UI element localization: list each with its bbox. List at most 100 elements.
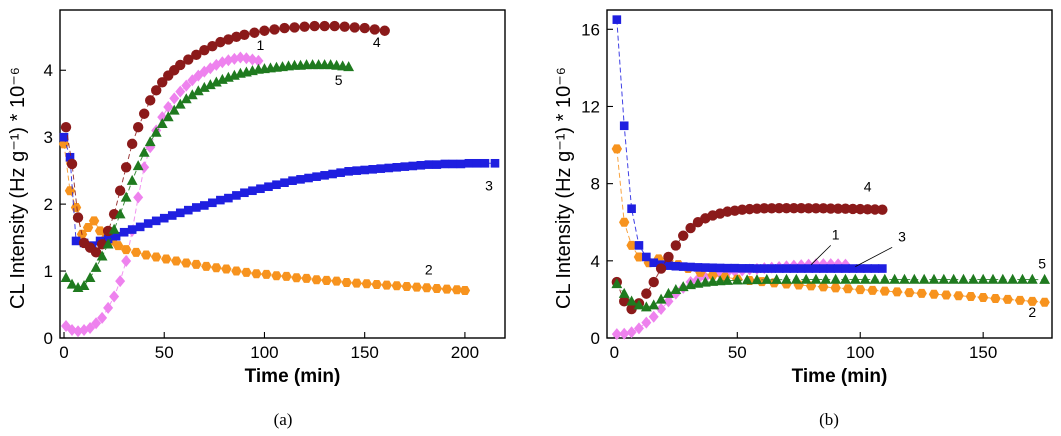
- series-4-point: [72, 212, 84, 223]
- series-5-point: [761, 273, 773, 284]
- series-4-point: [157, 77, 168, 88]
- series-4-point: [339, 21, 350, 32]
- series-5-point: [714, 275, 726, 286]
- panel-a-chart: 0 50 100 150 200 0 1 2 3 4 Time (min) CL Intensity …: [7, 9, 506, 429]
- series-2-point: [965, 292, 977, 302]
- series-3-point: [71, 236, 81, 246]
- series-2-point: [904, 288, 915, 298]
- series-5-point: [108, 223, 120, 234]
- series-3-point: [424, 160, 434, 169]
- series-1-point: [656, 303, 667, 316]
- series-2-point: [112, 241, 124, 251]
- series-4-point: [663, 251, 674, 263]
- series-2-point: [70, 202, 82, 212]
- series-2-point: [855, 285, 866, 295]
- series-1-point: [641, 316, 652, 329]
- series-4-point: [832, 203, 844, 214]
- series-5-point: [670, 283, 682, 294]
- series-3-point: [612, 15, 622, 24]
- series-4: [611, 202, 888, 315]
- series-2-point: [381, 280, 392, 290]
- series-3-point: [456, 159, 466, 169]
- series-3-point: [649, 258, 659, 268]
- plot-frame: [59, 9, 506, 339]
- series-3-point: [480, 158, 490, 168]
- series-5-point: [648, 299, 660, 310]
- y-tick-label: 0: [44, 329, 53, 348]
- series-3-point: [878, 264, 887, 273]
- series-4-point: [641, 288, 652, 299]
- series-5-point: [987, 273, 999, 284]
- series-1-point: [205, 62, 216, 75]
- curve-label-3: 3: [898, 229, 906, 245]
- series-5-point: [928, 273, 940, 284]
- x-tick-label: 0: [59, 343, 68, 362]
- series-3-point: [490, 158, 500, 168]
- series-5-point: [343, 61, 355, 72]
- series-4-point: [299, 21, 310, 32]
- series-3: [612, 15, 887, 273]
- series-2-point: [626, 240, 637, 250]
- series-4-point: [279, 22, 290, 34]
- series-3-point: [183, 205, 193, 215]
- series-4-point: [175, 59, 186, 71]
- series-4-point: [66, 158, 78, 170]
- series-5-point: [751, 274, 763, 285]
- series-5-point: [96, 250, 108, 261]
- series-4-point: [231, 31, 242, 42]
- series-3-point: [811, 264, 821, 273]
- series-3-point: [352, 166, 361, 175]
- series-3-point: [240, 188, 249, 198]
- series-4-point: [840, 203, 851, 214]
- series-2-point: [271, 271, 282, 281]
- series-3-point: [59, 132, 69, 142]
- series-3-point: [280, 178, 289, 188]
- series-2-point: [1027, 296, 1038, 306]
- curve-label-5: 5: [335, 72, 343, 88]
- plot-frame: [606, 9, 1053, 339]
- series-2-point: [331, 276, 342, 286]
- series-3-point: [288, 176, 297, 185]
- series-2-point: [130, 247, 142, 257]
- series-3-point: [833, 264, 843, 273]
- series-4-point: [289, 22, 300, 33]
- label-leader-line: [810, 245, 832, 265]
- series-4-point: [855, 203, 866, 215]
- series-5-point: [1039, 273, 1051, 284]
- series-5-point: [663, 287, 674, 298]
- series-3-point: [440, 159, 450, 169]
- series-2-point: [221, 264, 232, 274]
- series-2-point: [1002, 294, 1013, 304]
- series-5-point: [859, 273, 871, 284]
- curve-label-3: 3: [485, 178, 493, 194]
- series-3-point: [634, 241, 644, 250]
- x-tick-label: 50: [728, 343, 747, 362]
- series-5-point: [938, 273, 950, 284]
- series-1-point: [619, 327, 630, 340]
- series-2-point: [361, 279, 372, 289]
- series-3-point: [686, 262, 695, 272]
- series-1-point: [253, 54, 264, 67]
- x-tick-label: 150: [969, 343, 997, 362]
- series-4-point: [379, 25, 390, 36]
- series-3-point: [760, 264, 769, 273]
- series-3-point: [312, 172, 321, 181]
- series-5-point: [78, 279, 90, 290]
- series-3-point: [863, 264, 872, 273]
- series-5-point: [692, 277, 704, 288]
- series-4-point: [759, 203, 770, 214]
- series-5-point: [800, 273, 812, 284]
- series-2-point: [441, 284, 453, 294]
- series-3-point: [320, 171, 329, 180]
- series-3-point: [328, 169, 337, 179]
- series-5-point: [977, 273, 989, 284]
- series-2-point: [231, 266, 242, 276]
- series-3-point: [715, 263, 725, 273]
- series-5-point: [997, 273, 1009, 284]
- series-2-point: [1014, 295, 1026, 305]
- series-1-point: [97, 311, 108, 324]
- series-3-point: [841, 264, 850, 273]
- series-3-point: [678, 262, 688, 271]
